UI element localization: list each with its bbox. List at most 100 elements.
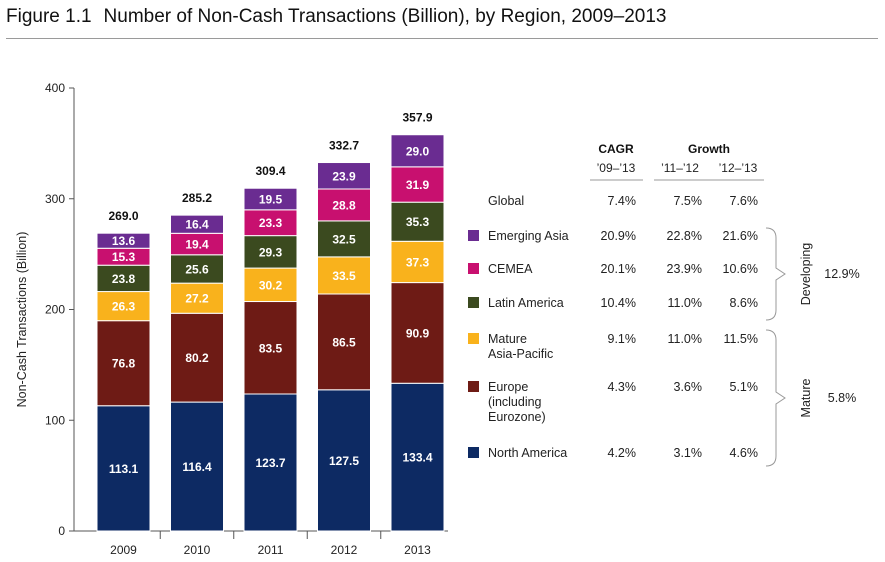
segment-value-label: 29.3 bbox=[259, 245, 283, 259]
figure-title-text: Number of Non-Cash Transactions (Billion… bbox=[103, 6, 667, 27]
growth-1213-value: 21.6% bbox=[723, 229, 758, 243]
segment-value-label: 90.9 bbox=[406, 326, 430, 340]
bar-segment bbox=[170, 214, 224, 234]
group-cagr-value: 5.8% bbox=[828, 391, 857, 405]
bar-segment bbox=[390, 240, 445, 284]
growth-1213-value: 10.6% bbox=[723, 262, 758, 276]
segment-value-label: 32.5 bbox=[332, 232, 356, 246]
group-bracket bbox=[765, 227, 786, 321]
growth-1112-value: 23.9% bbox=[667, 262, 702, 276]
bar-segment bbox=[317, 293, 371, 391]
group-label: Developing bbox=[799, 243, 813, 306]
cagr-value: 10.4% bbox=[601, 296, 636, 310]
segment-value-label: 26.3 bbox=[112, 300, 136, 314]
row-label: Mature bbox=[488, 332, 527, 346]
x-tick-label: 2009 bbox=[110, 543, 137, 557]
x-tick-label: 2012 bbox=[331, 543, 358, 557]
bar-segment bbox=[317, 256, 371, 295]
growth-1112-value: 22.8% bbox=[667, 229, 702, 243]
bar-total-label: 309.4 bbox=[255, 164, 285, 178]
bar-total-label: 269.0 bbox=[108, 209, 138, 223]
bar-segment bbox=[317, 389, 371, 532]
row-label: Latin America bbox=[488, 296, 564, 310]
segment-value-label: 27.2 bbox=[185, 292, 209, 306]
figure-title: Figure 1.1 Number of Non-Cash Transaction… bbox=[6, 6, 666, 28]
segment-value-label: 19.4 bbox=[185, 238, 209, 252]
growth-1112-value: 7.5% bbox=[674, 194, 703, 208]
bar-segment bbox=[243, 235, 298, 269]
bar-segment bbox=[170, 254, 224, 284]
legend-swatch bbox=[468, 230, 479, 241]
segment-value-label: 33.5 bbox=[332, 269, 356, 283]
segment-value-label: 23.3 bbox=[259, 216, 283, 230]
legend-swatch bbox=[468, 447, 479, 458]
title-divider bbox=[6, 38, 878, 39]
segment-value-label: 23.9 bbox=[332, 169, 356, 183]
segment-value-label: 83.5 bbox=[259, 341, 283, 355]
bar-segment bbox=[390, 201, 445, 242]
cagr-header: CAGR bbox=[598, 142, 634, 156]
row-label: Asia-Pacific bbox=[488, 347, 553, 361]
bar-segment bbox=[243, 267, 298, 303]
x-tick-label: 2011 bbox=[258, 543, 284, 557]
growth-1112-value: 3.1% bbox=[674, 446, 703, 460]
y-tick-label: 400 bbox=[45, 81, 65, 95]
cagr-value: 7.4% bbox=[608, 194, 637, 208]
segment-value-label: 127.5 bbox=[329, 454, 359, 468]
cagr-value: 9.1% bbox=[608, 332, 637, 346]
cagr-value: 20.1% bbox=[601, 262, 636, 276]
growth-1112-value: 11.0% bbox=[667, 296, 702, 310]
row-label: Global bbox=[488, 194, 524, 208]
segment-value-label: 113.1 bbox=[109, 462, 139, 476]
x-tick-label: 2013 bbox=[404, 543, 431, 557]
legend-swatch bbox=[468, 297, 479, 308]
segment-value-label: 80.2 bbox=[185, 351, 209, 365]
bar-segment bbox=[243, 393, 298, 532]
cagr-value: 4.2% bbox=[608, 446, 637, 460]
bar-segment bbox=[96, 291, 151, 322]
growth-1213-value: 4.6% bbox=[730, 446, 759, 460]
growth-1213-value: 7.6% bbox=[730, 194, 759, 208]
growth-subheader-2: ’12–’13 bbox=[719, 161, 758, 175]
group-bracket bbox=[765, 329, 786, 467]
bar-segment bbox=[170, 401, 224, 532]
bar-total-label: 285.2 bbox=[182, 191, 212, 205]
growth-header: Growth bbox=[688, 142, 730, 156]
cagr-value: 4.3% bbox=[608, 380, 637, 394]
segment-value-label: 19.5 bbox=[259, 193, 283, 207]
segment-value-label: 25.6 bbox=[185, 262, 209, 276]
segment-value-label: 37.3 bbox=[406, 255, 430, 269]
bar-segment bbox=[243, 209, 298, 237]
bar-segment bbox=[390, 134, 445, 168]
y-tick-label: 100 bbox=[45, 413, 65, 427]
growth-1112-value: 11.0% bbox=[667, 332, 702, 346]
segment-value-label: 133.4 bbox=[402, 451, 432, 465]
row-label: Europe bbox=[488, 380, 528, 394]
bar-segment bbox=[317, 188, 371, 222]
bar-segment bbox=[390, 166, 445, 203]
bar-segment bbox=[390, 382, 445, 532]
row-label: (including bbox=[488, 395, 542, 409]
growth-1112-value: 3.6% bbox=[674, 380, 703, 394]
group-label: Mature bbox=[799, 379, 813, 418]
y-tick-label: 0 bbox=[58, 524, 65, 538]
x-tick-label: 2010 bbox=[184, 543, 211, 557]
bar-segment bbox=[96, 232, 151, 249]
bar-segment bbox=[170, 312, 224, 403]
figure-number: Figure 1.1 bbox=[6, 6, 92, 27]
segment-value-label: 28.8 bbox=[332, 198, 356, 212]
y-tick-label: 300 bbox=[45, 192, 65, 206]
bar-segment bbox=[390, 282, 445, 384]
legend-swatch bbox=[468, 333, 479, 344]
bar-segment bbox=[96, 264, 151, 293]
group-cagr-value: 12.9% bbox=[824, 267, 859, 281]
segment-value-label: 86.5 bbox=[332, 335, 356, 349]
legend-swatch bbox=[468, 263, 479, 274]
segment-value-label: 35.3 bbox=[406, 215, 430, 229]
legend-swatch bbox=[468, 381, 479, 392]
segment-value-label: 30.2 bbox=[259, 278, 283, 292]
bar-segment bbox=[317, 162, 371, 190]
y-tick-label: 200 bbox=[45, 303, 65, 317]
cagr-value: 20.9% bbox=[601, 229, 636, 243]
